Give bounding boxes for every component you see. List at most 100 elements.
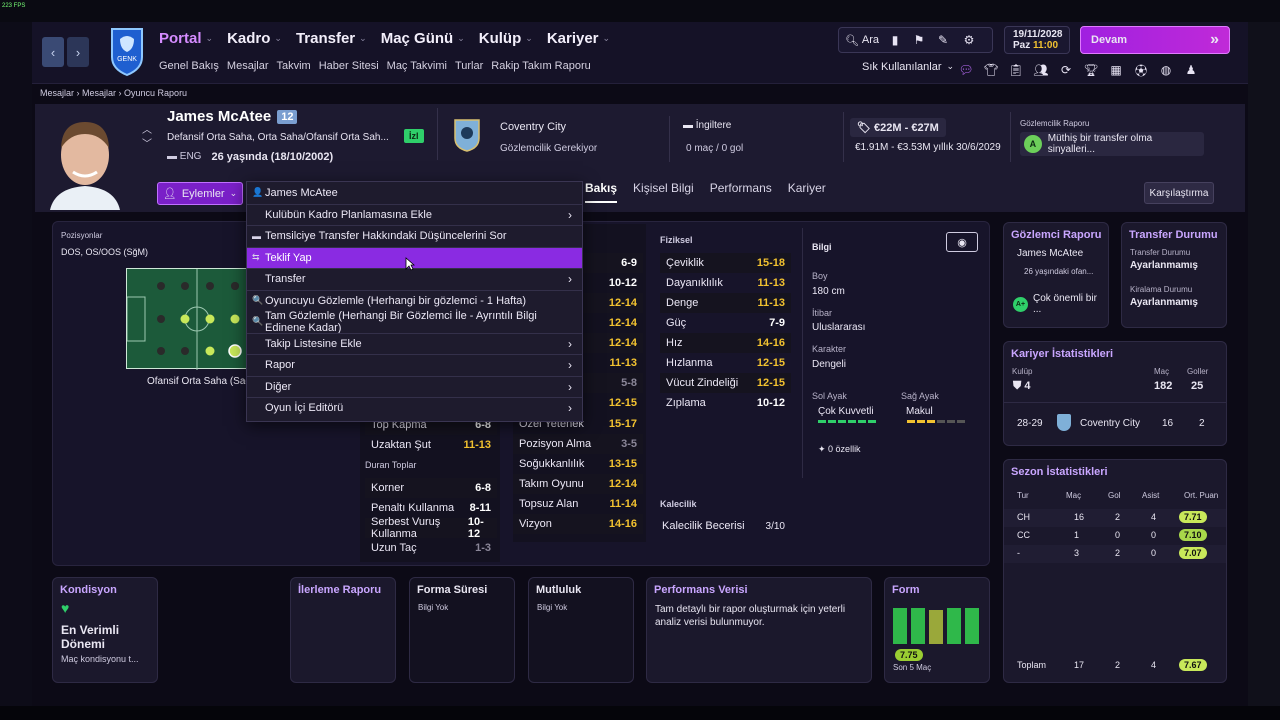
club-name[interactable]: Coventry City [500, 121, 567, 133]
menu-kulup[interactable]: Kulüp ⌄ [478, 30, 533, 47]
context-menu-item[interactable]: Oyun İçi Editörü › [247, 397, 582, 419]
attribute-row: Çeviklik 15-18 [660, 253, 791, 273]
pitch-diagram[interactable] [126, 268, 266, 370]
menu-kadro[interactable]: Kadro ⌄ [227, 30, 282, 47]
forward-button[interactable]: › [67, 37, 89, 67]
shortcuts-dropdown[interactable]: Sık Kullanılanlar ⌄ [862, 61, 955, 73]
table-row[interactable]: -3 2 0 7.07 [1004, 545, 1226, 563]
player-switcher[interactable]: ︿ ﹀ [142, 124, 152, 152]
submenu-mac-takvimi[interactable]: Maç Takvimi [386, 60, 447, 72]
flag-icon: ▬ [683, 120, 696, 131]
context-menu-item[interactable]: 👤 James McAtee [252, 186, 338, 199]
actions-button[interactable]: 👤︎ Eylemler ⌄ [157, 182, 243, 205]
chevron-down-icon[interactable]: ﹀ [142, 139, 152, 150]
menu-portal[interactable]: Portal ⌄ [159, 30, 214, 47]
attribute-value: 13-15 [608, 458, 637, 470]
context-menu-item[interactable]: Rapor › [247, 354, 582, 376]
transfer-status-card[interactable]: Transfer Durumu Transfer Durumu Ayarlanm… [1121, 222, 1227, 328]
attribute-value: 12-15 [756, 377, 785, 389]
back-button[interactable]: ‹ [42, 37, 64, 67]
clipboard-icon[interactable]: 📋︎ [1008, 63, 1024, 77]
trophy-icon[interactable]: 🏆︎ [1083, 63, 1099, 77]
submenu-haber-sitesi[interactable]: Haber Sitesi [318, 60, 379, 72]
compare-button[interactable]: Karşılaştırma [1144, 182, 1214, 204]
context-menu-item[interactable]: 🔍 Tam Gözlemle (Herhangi Bir Gözlemci İle… [252, 309, 537, 334]
form-card[interactable]: Form 7.75 Son 5 Maç [884, 577, 990, 683]
tab-overview[interactable]: Bakış [585, 181, 618, 203]
submenu-mesajlar[interactable]: Mesajlar [226, 60, 269, 72]
career-stats-card[interactable]: Kariyer İstatistikleri Kulüp Maç Goller … [1003, 341, 1227, 446]
happiness-card[interactable]: Mutluluk Bilgi Yok [528, 577, 634, 683]
condition-card[interactable]: Kondisyon ♥ En Verimli Dönemi Maç kondis… [52, 577, 158, 683]
tab-performance[interactable]: Performans [709, 181, 772, 195]
context-menu-item[interactable]: 🔍 Oyuncuyu Gözlemle (Herhangi bir gözlemc… [247, 289, 582, 312]
club-crest-icon[interactable] [453, 118, 481, 152]
attribute-row: Hızlanma 12-15 [660, 353, 791, 373]
attribute-value: 10-12 [467, 516, 484, 540]
caps: 0 maç / 0 gol [686, 143, 744, 154]
menu-item-icon: 👤 [252, 187, 264, 198]
club-logo-text: GENK [117, 56, 137, 63]
chevron-right-icon: › [568, 207, 572, 222]
season-table-header: Tur Maç Gol Asist Ort. Puan [1004, 491, 1226, 503]
chat-icon[interactable]: 💬︎ [958, 63, 974, 77]
menu-kariyer[interactable]: Kariyer ⌄ [546, 30, 611, 47]
physical-title: Fiziksel [660, 235, 693, 245]
sub-menu: Genel Bakış Mesajlar Takvim Haber Sitesi… [159, 60, 591, 72]
performance-data-card[interactable]: Performans Verisi Tam detaylı bir rapor … [646, 577, 872, 683]
flag-icon[interactable]: ⚑ [913, 33, 925, 47]
traits[interactable]: ✦ 0 özellik [818, 444, 861, 454]
tab-career[interactable]: Kariyer [787, 181, 826, 195]
continue-button[interactable]: Devam» [1080, 26, 1230, 54]
attribute-name: Uzaktan Şut [371, 439, 431, 451]
tab-personal-info[interactable]: Kişisel Bilgi [633, 181, 694, 195]
attribute-value: 7-9 [769, 317, 785, 329]
person-icon[interactable]: ♟ [1185, 63, 1197, 77]
context-menu-item[interactable]: Takip Listesine Ekle › [247, 332, 582, 355]
scout-report-summary[interactable]: A Müthiş bir transfer olma sinyalleri... [1020, 132, 1204, 156]
submenu-genel-bakis[interactable]: Genel Bakış [159, 60, 219, 72]
scout-card[interactable]: Gözlemci Raporu James McAtee 26 yaşındak… [1003, 222, 1109, 328]
search-button[interactable]: 🔍︎ Ara [844, 34, 880, 47]
playing-time-card[interactable]: Forma Süresi Bilgi Yok [409, 577, 515, 683]
attribute-row: Uzun Taç 1-3 [365, 538, 497, 558]
gear-icon[interactable]: ⚙ [963, 33, 975, 47]
context-menu-item[interactable]: Transfer › [247, 268, 582, 290]
table-row[interactable]: CH 16 2 4 7.71 [1004, 509, 1226, 527]
menu-transfer[interactable]: Transfer ⌄ [295, 30, 367, 47]
context-menu-item[interactable]: Diğer › [247, 375, 582, 398]
reputation: Uluslararası [812, 322, 866, 333]
attribute-row: Penaltı Kullanma 8-11 [365, 498, 497, 518]
chevron-up-icon[interactable]: ︿ [142, 125, 152, 136]
season-stats-card[interactable]: Sezon İstatistikleri Tur Maç Gol Asist Ort. … [1003, 459, 1227, 683]
attribute-name: Vücut Zindeliği [666, 377, 739, 389]
value-badge: 🏷︎ €22M - €27M [850, 118, 946, 137]
context-menu-item[interactable]: Kulübün Kadro Planlamasına Ekle › [247, 203, 582, 226]
submenu-rakip-takim-raporu[interactable]: Rakip Takım Raporu [491, 60, 591, 72]
progress-report-card[interactable]: İlerleme Raporu [290, 577, 396, 683]
submenu-turlar[interactable]: Turlar [454, 60, 484, 72]
player-photo [40, 110, 130, 210]
shirt-icon[interactable]: 👕︎ [983, 63, 999, 77]
menu-item-icon: ▬ [252, 231, 261, 242]
table-row[interactable]: CC 1 0 0 7.10 [1004, 527, 1226, 545]
people-icon[interactable]: 👥︎ [1033, 63, 1049, 77]
club-logo[interactable]: GENK [108, 27, 146, 77]
context-menu-item[interactable]: ▬ Temsilciye Transfer Hakkındaki Düşüncel… [247, 225, 582, 247]
globe-icon[interactable]: ◍ [1160, 63, 1172, 77]
submenu-takvim[interactable]: Takvim [276, 60, 311, 72]
menu-mac-gunu[interactable]: Maç Günü ⌄ [380, 30, 465, 47]
calendar-icon[interactable]: ▦ [1110, 63, 1122, 77]
notebook-icon[interactable]: ▮ [891, 33, 899, 47]
breadcrumb-item[interactable]: Mesajlar [40, 88, 75, 98]
date-display[interactable]: 19/11/2028 Paz 11:00 [1004, 26, 1070, 54]
scout-view-icon[interactable]: ◉ [946, 232, 978, 252]
attribute-name: Çeviklik [666, 257, 704, 269]
status-badge[interactable]: İzl [404, 129, 424, 143]
context-menu-item[interactable]: ⇆ Teklif Yap [247, 246, 582, 268]
ball-icon[interactable]: ⚽︎ [1134, 63, 1147, 78]
breadcrumb-item[interactable]: Mesajlar [82, 88, 117, 98]
attribute-value: 11-13 [463, 439, 491, 451]
refresh-icon[interactable]: ⟳ [1060, 63, 1072, 77]
pen-icon[interactable]: ✎ [937, 33, 949, 47]
